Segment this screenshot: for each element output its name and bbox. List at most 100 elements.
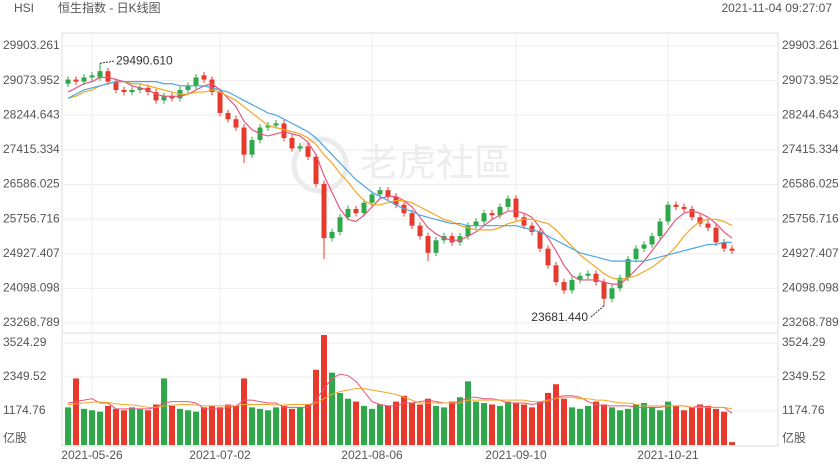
symbol: HSI [14, 1, 34, 15]
y-tick-label: 24098.098 [3, 281, 60, 295]
y-tick-label: 29073.952 [3, 73, 60, 87]
candle-body [481, 213, 487, 222]
volume-bar [81, 408, 87, 445]
candle-body [81, 77, 87, 82]
candle-body [289, 137, 295, 149]
volume-bar [673, 405, 679, 445]
candle-body [521, 217, 527, 226]
candle-body [353, 208, 359, 214]
candle-body [513, 198, 519, 218]
candle-body [601, 282, 607, 299]
candle-body [473, 221, 479, 226]
volume-bar [273, 407, 279, 445]
y-tick-label: 28244.643 [3, 107, 60, 121]
volume-bar [689, 407, 695, 445]
volume-bar [593, 401, 599, 445]
candle-body [65, 79, 71, 84]
volume-bar [145, 410, 151, 445]
candle-body [673, 204, 679, 207]
y-tick-label-right: 25756.716 [782, 211, 839, 225]
candle-body [73, 79, 79, 82]
y-tick-label: 23268.789 [3, 315, 60, 329]
x-tick-label: 2021-08-06 [341, 448, 403, 462]
volume-bar [561, 398, 567, 445]
candle-body [161, 96, 167, 101]
y-tick-label: 2349.52 [3, 369, 47, 383]
candle-body [241, 127, 247, 155]
candle-body [537, 231, 543, 249]
volume-bar [105, 405, 111, 445]
candle-body [137, 87, 143, 90]
candle-body [385, 190, 391, 197]
candle-body [361, 202, 367, 214]
y-tick-label-right: 3524.29 [782, 335, 826, 349]
y-tick-label-right: 23268.789 [782, 315, 839, 329]
volume-bar [521, 404, 527, 445]
volume-bar [137, 408, 143, 445]
candle-body [121, 89, 127, 93]
volume-bar [97, 411, 103, 445]
candle-body [593, 273, 599, 283]
volume-bar [193, 411, 199, 445]
candle-body [433, 240, 439, 253]
y-tick-label-right: 29903.261 [782, 38, 839, 52]
annotation-high: 29490.610 [116, 53, 173, 67]
volume-bar [361, 405, 367, 445]
volume-bar [665, 401, 671, 445]
volume-bar [129, 407, 135, 445]
candle-body [281, 123, 287, 138]
candle-body [489, 213, 495, 216]
chart-title: 恒生指数 - 日K线图 [58, 0, 161, 15]
volume-bar [497, 405, 503, 445]
volume-bar [89, 410, 95, 445]
volume-bar [153, 404, 159, 445]
volume-bar [329, 372, 335, 445]
volume-bar [473, 401, 479, 445]
volume-bar [217, 407, 223, 445]
candle-body [553, 265, 559, 283]
candle-body [569, 279, 575, 291]
volume-bar [481, 403, 487, 445]
y-tick-label-right: 29073.952 [782, 73, 839, 87]
volume-bar [601, 404, 607, 445]
volume-bar [425, 398, 431, 445]
candle-body [201, 75, 207, 80]
candle-body [609, 288, 615, 299]
x-tick-label: 2021-05-26 [61, 448, 123, 462]
volume-bar [281, 405, 287, 445]
volume-average-line [67, 373, 733, 414]
candle-body [185, 85, 191, 90]
y-tick-label-right: 1174.76 [782, 403, 825, 417]
candle-body [417, 225, 423, 237]
volume-bar [657, 410, 663, 445]
candle-body [329, 231, 335, 239]
candle-body [657, 221, 663, 237]
volume-bar [441, 407, 447, 445]
timestamp: 2021-11-04 09:27:07 [721, 1, 832, 15]
volume-bar [177, 408, 183, 445]
candle-body [705, 223, 711, 228]
volume-bar [505, 401, 511, 445]
candle-body [585, 273, 591, 276]
volume-bar [721, 411, 727, 445]
candle-body [465, 225, 471, 237]
moving-average-line [67, 81, 732, 262]
volume-bar [257, 408, 263, 445]
candle-body [273, 123, 279, 126]
candle-body [297, 146, 303, 149]
volume-bar [513, 403, 519, 445]
candle-body [345, 208, 351, 218]
volume-bar [633, 404, 639, 445]
volume-bar [617, 410, 623, 445]
y-tick-label: 25756.716 [3, 211, 60, 225]
volume-bar [417, 404, 423, 445]
candle-body [497, 206, 503, 216]
candle-body [697, 217, 703, 224]
volume-bar [73, 378, 79, 445]
candle-body [729, 248, 735, 251]
volume-bar [705, 405, 711, 445]
volume-frame [61, 332, 779, 447]
volume-bar [537, 401, 543, 445]
candle-body [681, 206, 687, 209]
y-tick-label: 29903.261 [3, 38, 60, 52]
